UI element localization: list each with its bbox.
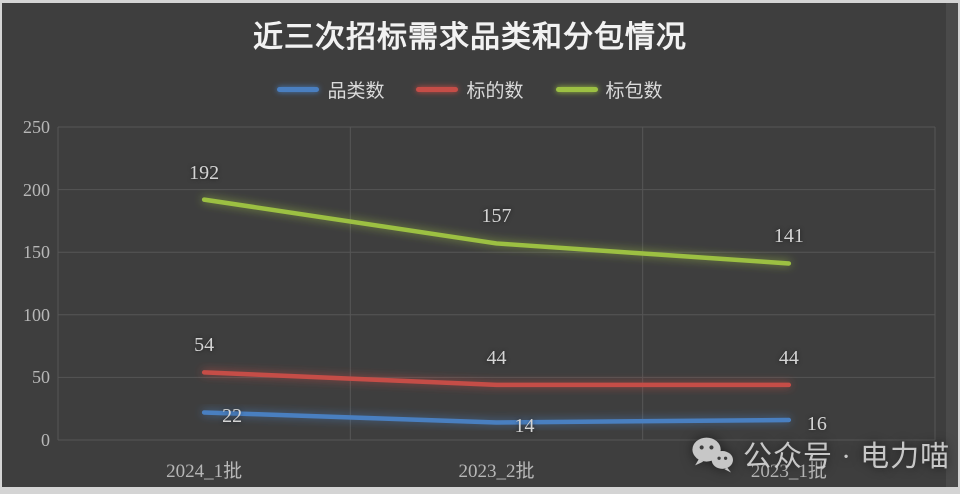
legend-label: 标包数	[605, 80, 663, 102]
series-line-1	[201, 370, 792, 388]
chart-background	[2, 3, 958, 487]
legend-item-2: 标包数	[555, 76, 663, 103]
legend-line-swatch	[277, 86, 320, 92]
legend-label: 标的数	[466, 80, 524, 102]
legend-item-1: 标的数	[416, 76, 524, 103]
chart-title: 近三次招标需求品类和分包情况	[253, 21, 687, 54]
legend-item-0: 品类数	[277, 76, 384, 103]
wechat-icon	[692, 437, 734, 472]
legend-line-swatch	[416, 86, 459, 92]
watermark-text: 公众号 · 电力喵	[743, 441, 951, 473]
legend-label: 品类数	[327, 80, 385, 102]
legend: 品类数 标的数 标包数	[0, 76, 940, 103]
series-line-2	[201, 197, 792, 266]
watermark: 公众号 · 电力喵	[690, 434, 950, 474]
legend-line-swatch	[555, 86, 598, 92]
series-line-0	[201, 410, 792, 425]
